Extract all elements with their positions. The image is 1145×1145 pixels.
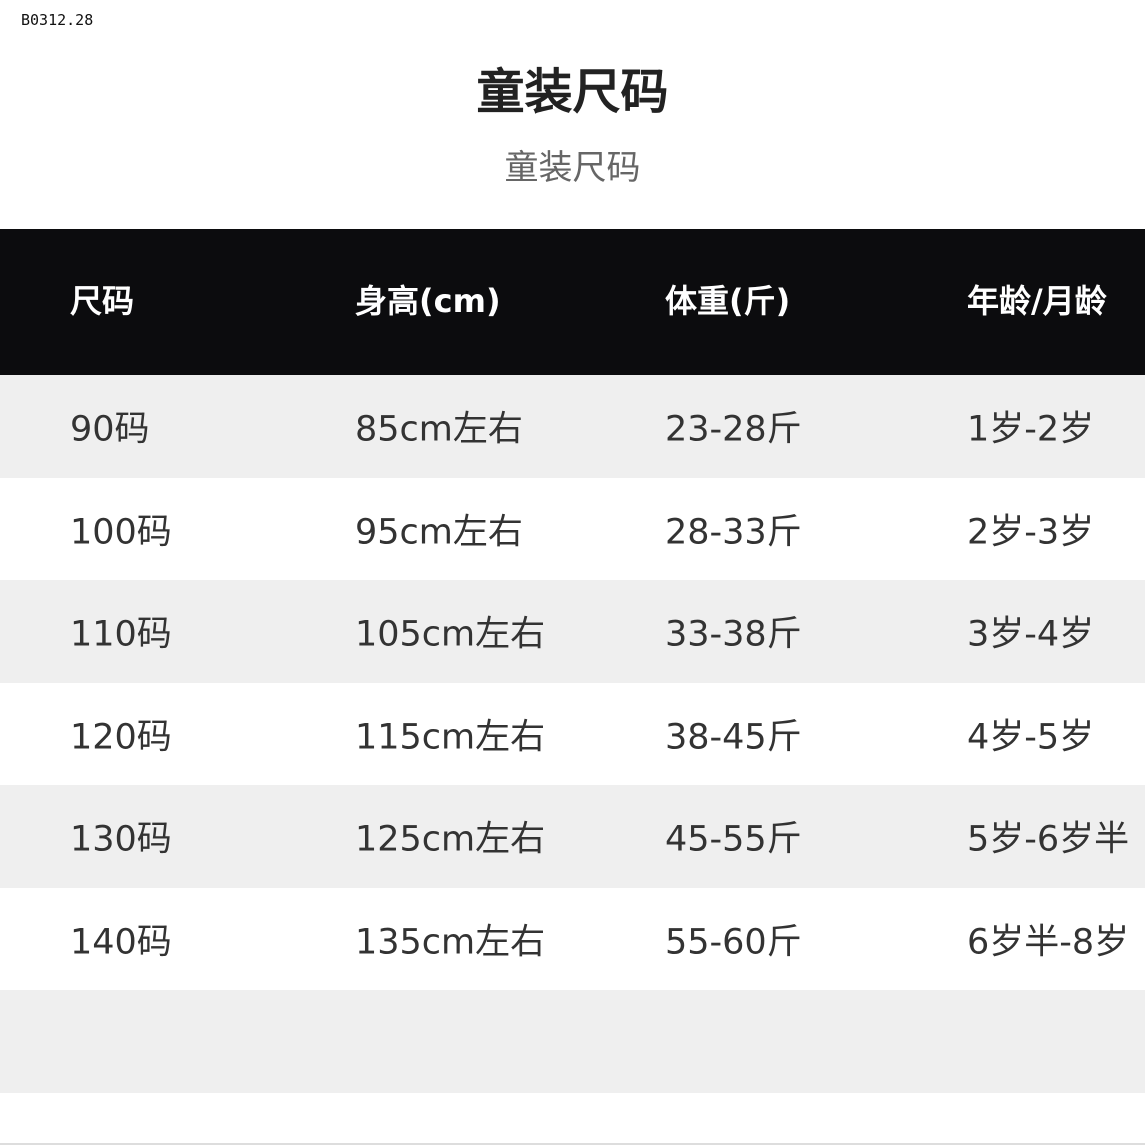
table-row: 110码 105cm左右 33-38斤 3岁-4岁 [0,580,1145,683]
header-height: 身高(cm) [355,282,501,321]
cell-age: 6岁半-8岁 [967,922,1130,963]
header-weight: 体重(斤) [665,282,791,321]
cell-weight: 45-55斤 [665,819,802,860]
cell-weight: 38-45斤 [665,717,802,758]
cell-height: 135cm左右 [355,922,546,963]
cell-weight: 33-38斤 [665,614,802,655]
cell-weight: 55-60斤 [665,922,802,963]
header-age: 年龄/月龄 [967,282,1107,321]
cell-height: 105cm左右 [355,614,546,655]
header-size: 尺码 [70,282,135,321]
cell-weight: 23-28斤 [665,409,802,450]
divider [0,1143,1145,1145]
table-row: 120码 115cm左右 38-45斤 4岁-5岁 [0,683,1145,786]
cell-size: 90码 [70,409,150,450]
cell-height: 85cm左右 [355,409,523,450]
cell-height: 95cm左右 [355,512,523,553]
cell-height: 115cm左右 [355,717,546,758]
cell-weight: 28-33斤 [665,512,802,553]
table-row: 140码 135cm左右 55-60斤 6岁半-8岁 [0,888,1145,991]
table-header: 尺码 身高(cm) 体重(斤) 年龄/月龄 [0,229,1145,375]
product-code: B0312.28 [21,11,94,29]
cell-age: 5岁-6岁半 [967,819,1130,860]
cell-age: 4岁-5岁 [967,717,1095,758]
page-subtitle: 童装尺码 [504,148,641,188]
cell-height: 125cm左右 [355,819,546,860]
cell-age: 2岁-3岁 [967,512,1095,553]
table-row: 130码 125cm左右 45-55斤 5岁-6岁半 [0,785,1145,888]
cell-age: 3岁-4岁 [967,614,1095,655]
table-row: 100码 95cm左右 28-33斤 2岁-3岁 [0,478,1145,581]
cell-size: 100码 [70,512,172,553]
cell-size: 120码 [70,717,172,758]
cell-age: 1岁-2岁 [967,409,1095,450]
cell-size: 140码 [70,922,172,963]
size-table: 尺码 身高(cm) 体重(斤) 年龄/月龄 90码 85cm左右 23-28斤 1岁-… [0,229,1145,1093]
page-title: 童装尺码 [476,64,669,120]
table-row [0,990,1145,1093]
cell-size: 130码 [70,819,172,860]
cell-size: 110码 [70,614,172,655]
table-row: 90码 85cm左右 23-28斤 1岁-2岁 [0,375,1145,478]
